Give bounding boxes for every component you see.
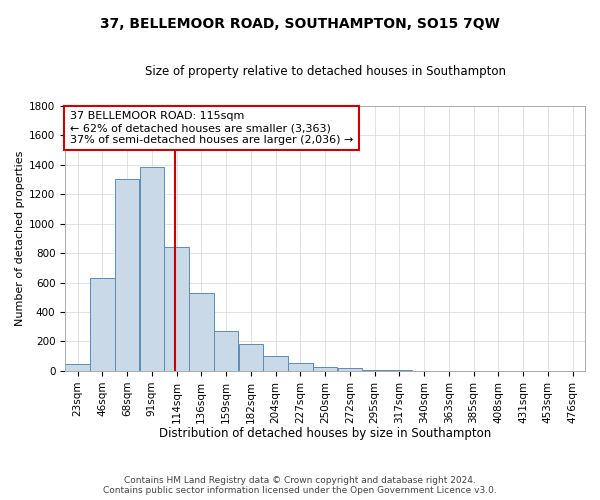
Text: 37, BELLEMOOR ROAD, SOUTHAMPTON, SO15 7QW: 37, BELLEMOOR ROAD, SOUTHAMPTON, SO15 7Q… <box>100 18 500 32</box>
Bar <box>189 293 214 371</box>
Bar <box>239 344 263 371</box>
Bar <box>362 370 387 371</box>
Text: Contains HM Land Registry data © Crown copyright and database right 2024.
Contai: Contains HM Land Registry data © Crown c… <box>103 476 497 495</box>
Bar <box>338 368 362 371</box>
Bar <box>90 278 115 371</box>
Bar <box>65 364 90 371</box>
Y-axis label: Number of detached properties: Number of detached properties <box>15 150 25 326</box>
Bar <box>164 247 189 371</box>
Bar <box>115 180 139 371</box>
Bar <box>214 331 238 371</box>
Bar <box>387 370 412 371</box>
Bar <box>313 366 337 371</box>
Bar <box>263 356 288 371</box>
Text: 37 BELLEMOOR ROAD: 115sqm
← 62% of detached houses are smaller (3,363)
37% of se: 37 BELLEMOOR ROAD: 115sqm ← 62% of detac… <box>70 112 353 144</box>
X-axis label: Distribution of detached houses by size in Southampton: Distribution of detached houses by size … <box>159 427 491 440</box>
Title: Size of property relative to detached houses in Southampton: Size of property relative to detached ho… <box>145 65 506 78</box>
Bar <box>140 168 164 371</box>
Bar <box>288 363 313 371</box>
